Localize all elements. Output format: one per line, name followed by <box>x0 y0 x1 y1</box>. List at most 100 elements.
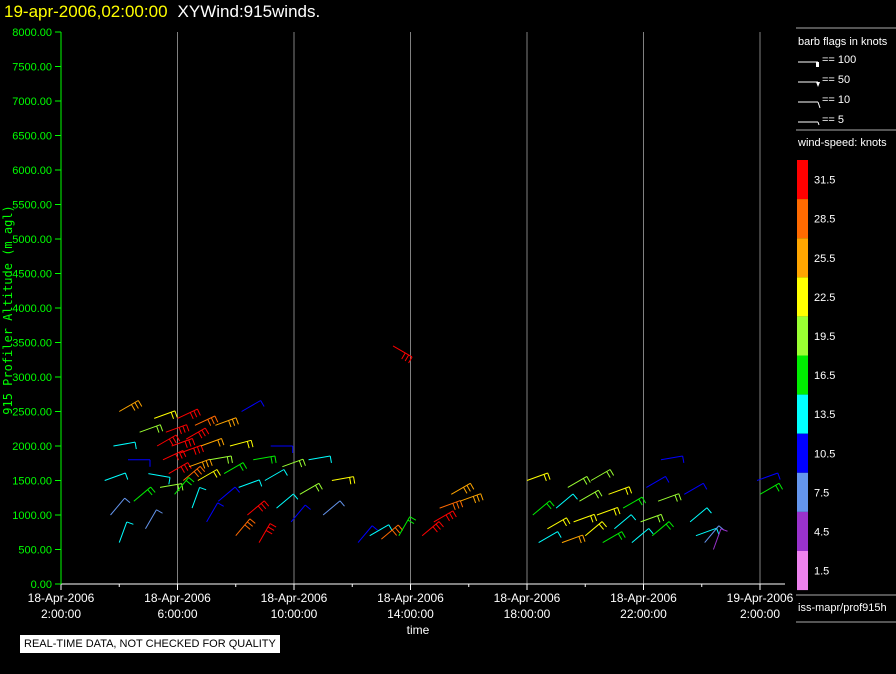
y-tick-label: 4500.00 <box>12 269 52 281</box>
wind-barb-feather <box>598 489 603 497</box>
wind-barb <box>756 472 778 481</box>
colorbar-label: 28.5 <box>814 214 835 226</box>
x-tick-time: 22:00:00 <box>620 607 667 621</box>
wind-barb-feather <box>156 425 160 433</box>
wind-barb-feather <box>466 485 471 492</box>
wind-barb-feather <box>193 447 197 455</box>
wind-barb <box>322 500 341 516</box>
y-tick-label: 7500.00 <box>12 62 52 74</box>
y-tick-label: 1500.00 <box>12 476 52 488</box>
wind-barb <box>614 514 632 530</box>
wind-barb <box>392 345 413 358</box>
y-tick-label: 2000.00 <box>12 441 52 453</box>
wind-barb <box>156 434 177 447</box>
wind-barb-feather <box>270 456 273 464</box>
colorbar-swatch <box>797 199 808 239</box>
wind-barb <box>118 400 139 412</box>
colorbar-label: 25.5 <box>814 253 835 265</box>
legend-barb-flag <box>816 82 820 87</box>
x-tick-date: 18-Apr-2006 <box>28 591 95 605</box>
wind-barb-feather <box>283 469 288 476</box>
wind-barb-feather <box>201 429 206 437</box>
wind-barb-feather <box>213 471 218 478</box>
wind-barb-feather <box>613 508 617 516</box>
wind-barb-feather <box>226 456 230 464</box>
wind-barb-feather <box>720 528 728 532</box>
colorbar-swatch <box>797 394 808 434</box>
wind-barb <box>183 465 201 481</box>
wind-barb-feather <box>452 503 456 511</box>
wind-barb <box>264 469 285 481</box>
colorbar-swatch <box>797 160 808 200</box>
legend-barb-tick <box>817 101 821 109</box>
wind-barb-feather <box>239 464 244 471</box>
x-tick-time: 10:00:00 <box>271 607 318 621</box>
wind-barb-feather <box>777 472 781 480</box>
wind-barb <box>608 486 630 495</box>
wind-barb <box>197 469 218 481</box>
wind-barb-feather <box>205 460 209 468</box>
wind-barb-feather <box>174 410 178 418</box>
x-tick-time: 14:00:00 <box>387 607 434 621</box>
wind-barb-feather <box>196 446 201 454</box>
y-tick-label: 3000.00 <box>12 372 52 384</box>
wind-barb-feather <box>543 474 547 482</box>
wind-barb-feather <box>562 519 567 527</box>
x-tick-date: 19-Apr-2006 <box>727 591 794 605</box>
wind-barb <box>567 475 588 488</box>
wind-barb <box>657 493 679 502</box>
wind-barb-feather <box>547 472 551 480</box>
y-tick-label: 0.00 <box>31 579 52 591</box>
wind-barb-feather <box>408 356 413 364</box>
wind-barb-feather <box>260 503 267 510</box>
wind-barb-feather <box>221 438 225 446</box>
wind-barb-feather <box>598 523 604 530</box>
wind-barb-feather <box>234 486 241 493</box>
wind-barb-feather <box>182 425 186 433</box>
wind-barb <box>223 462 244 475</box>
wind-barb <box>165 424 187 433</box>
wind-barb-feather <box>594 491 599 499</box>
wind-barb <box>299 482 320 495</box>
x-tick-date: 18-Apr-2006 <box>144 591 211 605</box>
wind-barb <box>113 441 136 447</box>
wind-barb <box>276 493 294 509</box>
colorbar-swatch <box>797 511 808 551</box>
wind-barb <box>704 525 720 543</box>
title-name: XYWind:915winds. <box>177 2 321 21</box>
wind-barb-feather <box>678 493 682 501</box>
wind-barb-feather <box>188 439 192 447</box>
wind-barb-feather <box>674 494 678 502</box>
wind-barb-feather <box>217 439 221 447</box>
wind-barb-feather <box>445 514 450 522</box>
wind-barb <box>104 472 126 481</box>
wind-barb-feather <box>183 464 189 471</box>
wind-barb-feather <box>621 531 626 538</box>
y-tick-label: 5500.00 <box>12 200 52 212</box>
wind-barb <box>695 527 717 537</box>
y-tick-label: 6500.00 <box>12 131 52 143</box>
wind-barb-feather <box>214 415 219 423</box>
y-tick-label: 4000.00 <box>12 303 52 315</box>
wind-barb-feather <box>267 526 275 531</box>
wind-barb <box>194 415 216 426</box>
wind-barb-feather <box>134 442 137 450</box>
colorbar-swatch <box>797 238 808 278</box>
wind-barb-feather <box>137 400 143 407</box>
x-axis-label: time <box>407 623 430 637</box>
wind-barb-feather <box>404 354 410 362</box>
wind-barb <box>622 496 643 509</box>
wind-barb <box>759 482 780 495</box>
wind-barb <box>241 400 261 412</box>
wind-barb <box>357 525 373 543</box>
wind-barb <box>168 462 189 475</box>
wind-barb-feather <box>186 424 190 432</box>
wind-barb-feather <box>590 515 594 523</box>
wind-barb-feather <box>175 434 181 442</box>
wind-barb <box>547 517 567 530</box>
wind-barb-feather <box>349 477 352 485</box>
wind-barb-feather <box>394 527 401 534</box>
source-label: iss-mapr/prof915h <box>798 602 887 614</box>
colorbar-label: 10.5 <box>814 448 835 460</box>
